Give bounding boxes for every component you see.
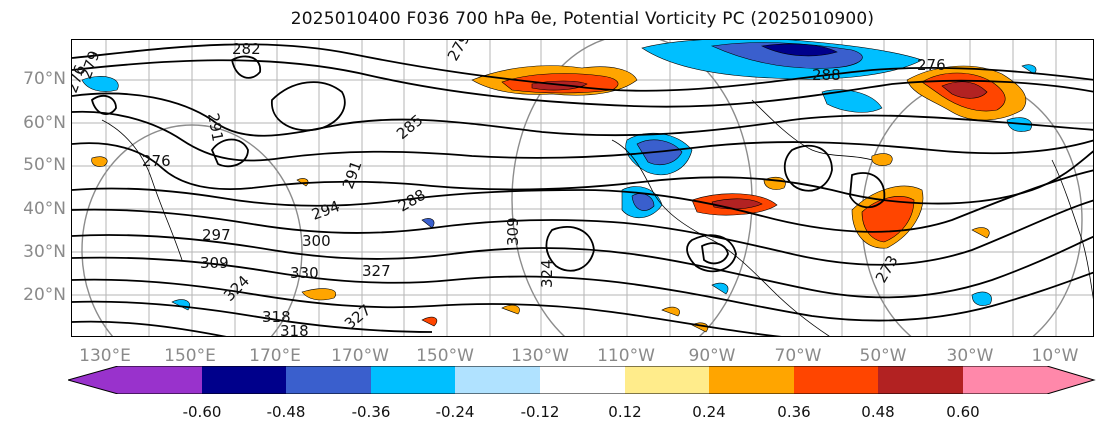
lon-label-90w: 90°W xyxy=(688,346,736,366)
colorbar-segment xyxy=(963,366,1047,394)
map-panel: 276 279 282 279 291 285 288 276 276 291 … xyxy=(71,39,1094,337)
lat-label-20n: 20°N xyxy=(23,285,66,305)
colorbar-segment xyxy=(455,366,540,394)
colorbar-tick-label: 0.12 xyxy=(608,403,642,421)
contour-label: 282 xyxy=(232,40,261,58)
coastlines xyxy=(101,99,1093,336)
colorbar xyxy=(66,365,1098,398)
contour-label: 297 xyxy=(202,226,231,244)
colorbar-tick-label: -0.12 xyxy=(520,403,560,421)
contour-label: 276 xyxy=(142,152,171,170)
contour-label: 318 xyxy=(262,308,291,326)
colorbar-tick-label: -0.36 xyxy=(351,403,391,421)
contour-label: 330 xyxy=(290,264,319,282)
contour-label: 285 xyxy=(393,111,427,143)
colorbar-segments xyxy=(68,366,1094,394)
contour-label: 291 xyxy=(204,112,227,143)
lon-label-50w: 50°W xyxy=(859,346,907,366)
colorbar-extend-min xyxy=(68,366,118,394)
contour-label: 309 xyxy=(200,254,229,272)
colorbar-segment xyxy=(371,366,455,394)
lon-label-170e: 170°E xyxy=(249,346,301,366)
contour-label: 324 xyxy=(220,272,253,305)
colorbar-tick-label: 0.60 xyxy=(946,403,980,421)
contour-label: 279 xyxy=(444,40,474,64)
colorbar-segment xyxy=(540,366,625,394)
contour-label: 273 xyxy=(872,252,902,286)
colorbar-segment xyxy=(202,366,286,394)
colorbar-tick-label: -0.60 xyxy=(182,403,222,421)
lon-label-30w: 30°W xyxy=(946,346,994,366)
colorbar-extend-max xyxy=(1047,366,1094,394)
lat-label-30n: 30°N xyxy=(23,242,66,262)
lon-label-10w: 10°W xyxy=(1031,346,1079,366)
lat-label-70n: 70°N xyxy=(23,69,66,89)
lon-label-150e: 150°E xyxy=(164,346,216,366)
lat-label-40n: 40°N xyxy=(23,199,66,219)
contour-label: 288 xyxy=(812,66,841,84)
lat-label-50n: 50°N xyxy=(23,155,66,175)
contour-label: 309 xyxy=(504,217,522,246)
contour-label: 318 xyxy=(280,322,309,337)
colorbar-segment xyxy=(286,366,371,394)
lon-label-130e: 130°E xyxy=(79,346,131,366)
contour-labels: 276 279 282 279 291 285 288 276 276 291 … xyxy=(72,40,946,337)
chart-title: 2025010400 F036 700 hPa θe, Potential Vo… xyxy=(290,9,875,29)
contour-label: 276 xyxy=(917,56,946,74)
lon-label-130w: 130°W xyxy=(511,346,569,366)
theta-e-contours xyxy=(72,43,1093,336)
contour-label: 324 xyxy=(538,259,556,288)
colorbar-segment xyxy=(625,366,709,394)
colorbar-tick-label: -0.24 xyxy=(435,403,475,421)
colorbar-tick-label: 0.24 xyxy=(692,403,726,421)
colorbar-tick-label: 0.48 xyxy=(861,403,895,421)
colorbar-tick-label: -0.48 xyxy=(266,403,306,421)
contour-label: 294 xyxy=(309,197,342,224)
pv-negative-anomalies xyxy=(81,40,1037,311)
lat-label-60n: 60°N xyxy=(23,113,66,133)
lon-label-70w: 70°W xyxy=(774,346,822,366)
colorbar-segment xyxy=(118,366,202,394)
lon-label-150w: 150°W xyxy=(416,346,474,366)
lon-label-170w: 170°W xyxy=(331,346,389,366)
colorbar-tick-label: 0.36 xyxy=(777,403,811,421)
colorbar-segment xyxy=(878,366,963,394)
colorbar-segment xyxy=(794,366,878,394)
contour-label: 288 xyxy=(395,186,429,216)
contour-label: 300 xyxy=(302,232,331,250)
lon-label-110w: 110°W xyxy=(597,346,655,366)
contour-label: 327 xyxy=(362,262,391,280)
colorbar-segment xyxy=(709,366,794,394)
